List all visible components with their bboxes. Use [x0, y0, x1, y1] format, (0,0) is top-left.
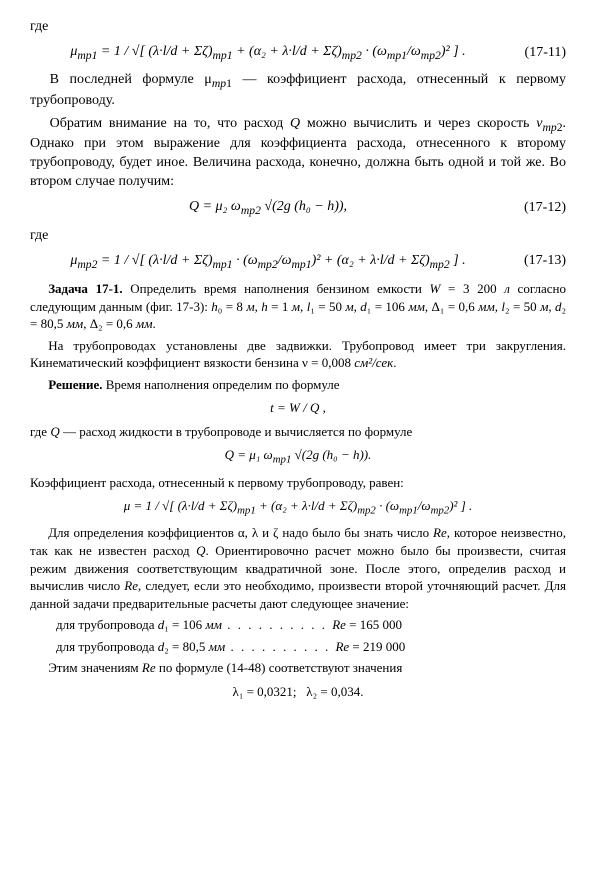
equation-number: (17-12) [506, 199, 566, 218]
equation-t: t = W / Q , [30, 399, 566, 417]
solution-heading: Решение. [48, 377, 102, 392]
paragraph: Для определения коэффициентов α, λ и ζ н… [30, 524, 566, 612]
where-label: где [30, 227, 566, 246]
equation-number: (17-11) [506, 44, 566, 63]
dotfill: . . . . . . . . . . [222, 617, 332, 632]
re-label: для трубопровода d₁ = 106 мм [56, 617, 222, 632]
task-heading: Задача 17-1. [48, 281, 122, 296]
equation-17-12: Q = μ₂ ωmp2 √(2g (h₀ − h)), (17-12) [30, 198, 566, 219]
paragraph: где Q — расход жидкости в трубопроводе и… [30, 423, 566, 441]
task-paragraph: На трубопроводах установлены две задвижк… [30, 337, 566, 372]
equation-17-13: μmp2 = 1 / √[ (λ·l/d + Σζ)mp1 · (ωmp2/ωm… [30, 252, 566, 273]
equation-expr: μmp1 = 1 / √[ (λ·l/d + Σζ)mp1 + (α₂ + λ·… [30, 43, 506, 64]
paragraph: Этим значениям Re по формуле (14-48) соо… [30, 659, 566, 677]
equation-Q: Q = μ₁ ωmp1 √(2g (h₀ − h)). [30, 446, 566, 467]
equation-expr: Q = μ₂ ωmp2 √(2g (h₀ − h)), [30, 198, 506, 219]
re-value: Re = 219 000 [335, 639, 405, 654]
reynolds-line-2: для трубопровода d₂ = 80,5 мм . . . . . … [30, 638, 566, 656]
task-paragraph: Задача 17-1. Определить время наполнения… [30, 280, 566, 333]
reynolds-line-1: для трубопровода d₁ = 106 мм . . . . . .… [30, 616, 566, 634]
re-label: для трубопровода d₂ = 80,5 мм [56, 639, 225, 654]
equation-mu: μ = 1 / √[ (λ·l/d + Σζ)mp1 + (α₂ + λ·l/d… [30, 497, 566, 518]
solution-paragraph: Решение. Время наполнения определим по ф… [30, 376, 566, 394]
dotfill: . . . . . . . . . . [225, 639, 335, 654]
where-label: где [30, 18, 566, 37]
equation-number: (17-13) [506, 252, 566, 271]
equation-expr: μmp2 = 1 / √[ (λ·l/d + Σζ)mp1 · (ωmp2/ωm… [30, 252, 506, 273]
equation-17-11: μmp1 = 1 / √[ (λ·l/d + Σζ)mp1 + (α₂ + λ·… [30, 43, 566, 64]
re-value: Re = 165 000 [332, 617, 402, 632]
solution-text: Время наполнения определим по формуле [102, 377, 339, 392]
paragraph: Обратим внимание на то, что расход Q мож… [30, 115, 566, 192]
lambda-values: λ₁ = 0,0321; λ₂ = 0,034. [30, 683, 566, 701]
paragraph: Коэффициент расхода, отнесенный к первом… [30, 474, 566, 492]
paragraph: В последней формуле μmp1 — коэффициент р… [30, 71, 566, 110]
